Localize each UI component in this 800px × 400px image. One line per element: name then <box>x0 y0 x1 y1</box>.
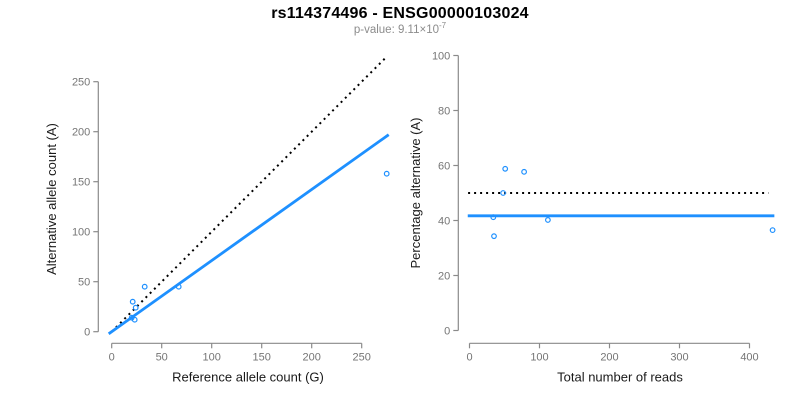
x-tick-label: 300 <box>670 351 688 363</box>
x-tick-label: 100 <box>203 351 221 363</box>
y-tick-label: 100 <box>72 227 90 239</box>
x-tick-label: 200 <box>303 351 321 363</box>
y-tick-label: 0 <box>444 326 450 338</box>
y-tick-label: 40 <box>438 216 450 228</box>
data-point <box>521 168 527 175</box>
chart-subtitle: p-value: 9.11×10-7 <box>0 21 800 36</box>
y-axis-title: Percentage alternative (A) <box>408 117 423 268</box>
y-tick-label: 60 <box>438 161 450 173</box>
data-point <box>500 190 507 196</box>
data-point <box>129 298 136 305</box>
x-tick-label: 250 <box>353 351 371 363</box>
x-tick-label: 400 <box>740 351 758 363</box>
y-tick-label: 100 <box>432 51 450 63</box>
chart-title: rs114374496 - ENSG00000103024 <box>271 5 529 22</box>
y-tick-label: 0 <box>84 327 90 339</box>
identity-line <box>110 55 388 333</box>
y-tick-label: 50 <box>78 277 90 289</box>
data-point <box>141 283 148 290</box>
data-point <box>491 233 497 240</box>
fit-line <box>107 133 390 335</box>
y-tick-label: 250 <box>72 77 90 89</box>
x-axis-title: Reference allele count (G) <box>172 370 324 385</box>
data-point <box>490 214 497 221</box>
data-point <box>131 316 138 323</box>
x-tick-label: 200 <box>600 351 618 363</box>
x-tick-label: 100 <box>530 351 548 363</box>
y-tick-label: 150 <box>72 177 90 189</box>
data-point <box>502 165 509 172</box>
x-axis-title: Total number of reads <box>557 370 683 385</box>
data-point <box>175 283 182 290</box>
data-point <box>545 217 551 223</box>
data-point <box>769 227 776 234</box>
y-tick-label: 20 <box>438 271 450 283</box>
y-tick-label: 80 <box>438 106 450 118</box>
x-tick-label: 0 <box>466 351 472 363</box>
pvalue-text: p-value: 9.11×10 <box>353 24 440 36</box>
x-tick-label: 150 <box>253 351 271 363</box>
x-tick-label: 0 <box>109 351 115 363</box>
y-axis-title: Alternative allele count (A) <box>44 123 59 275</box>
pvalue-exponent: -7 <box>439 21 447 31</box>
data-point <box>383 170 390 177</box>
x-tick-label: 50 <box>156 351 168 363</box>
data-point <box>132 304 139 311</box>
y-tick-label: 200 <box>72 127 90 139</box>
